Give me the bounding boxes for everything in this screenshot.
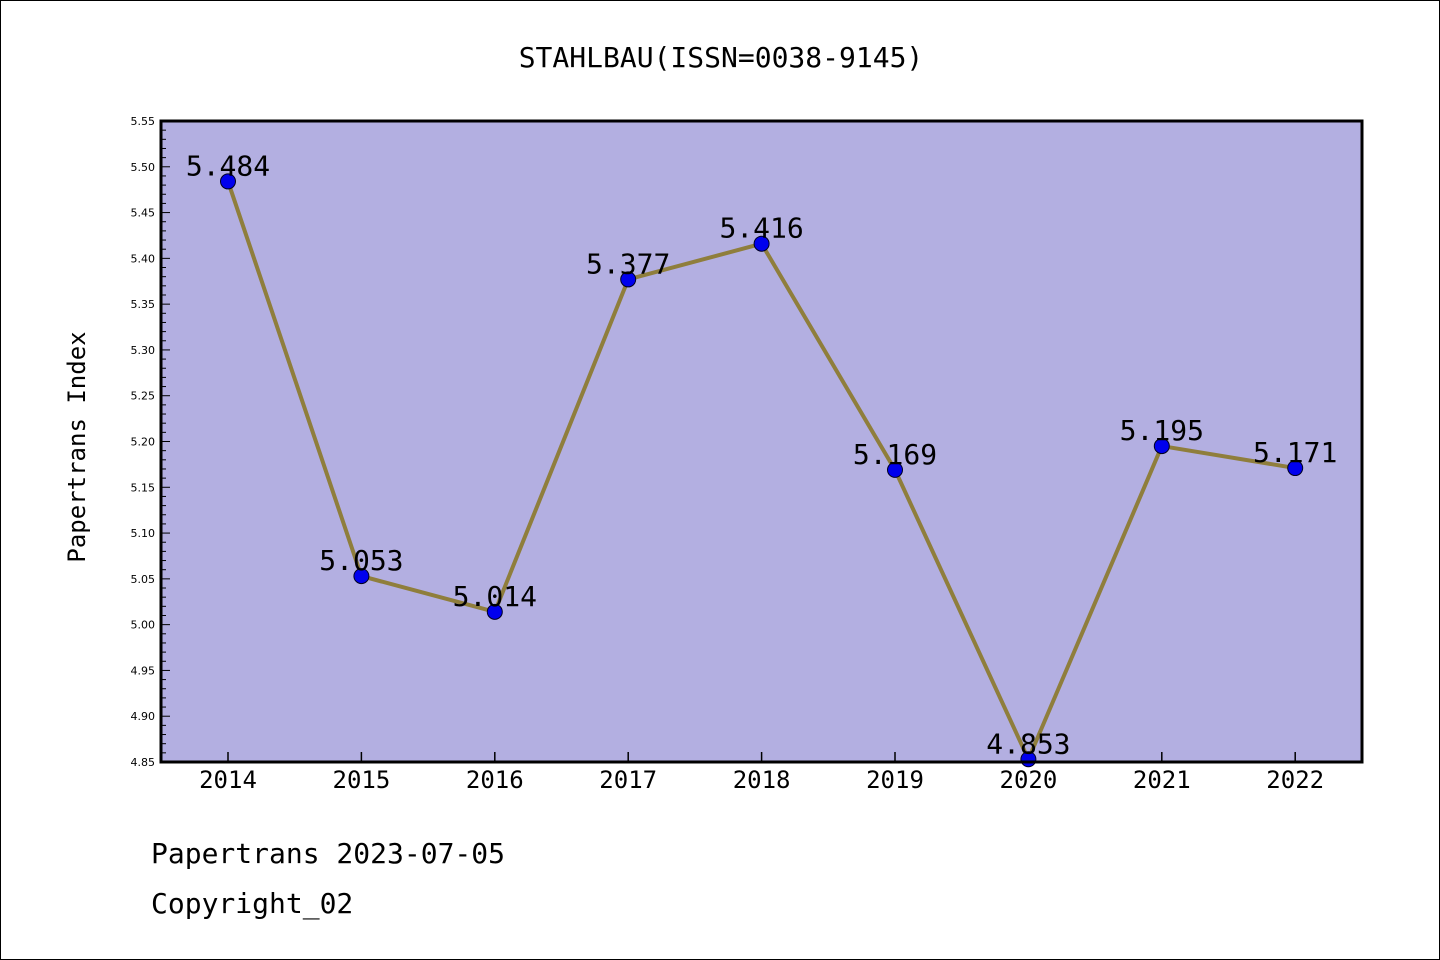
x-tick-label: 2017 xyxy=(599,766,657,794)
data-label: 5.169 xyxy=(853,438,937,471)
data-point-marker xyxy=(753,235,770,252)
data-point-marker xyxy=(486,603,503,620)
plot-border xyxy=(159,119,1364,764)
data-label: 5.053 xyxy=(319,544,403,577)
data-label: 5.416 xyxy=(719,212,803,245)
footer-copyright: Copyright_02 xyxy=(151,887,354,920)
y-tick-label: 5.55 xyxy=(131,115,156,128)
data-point-marker xyxy=(1153,438,1170,455)
x-axis-ticks xyxy=(227,752,1296,762)
x-tick-label: 2022 xyxy=(1266,766,1324,794)
data-point-marker xyxy=(620,271,637,288)
x-tick-label: 2014 xyxy=(199,766,257,794)
y-tick-label: 5.45 xyxy=(131,207,156,220)
x-tick-label: 2019 xyxy=(866,766,924,794)
x-tick-label: 2021 xyxy=(1133,766,1191,794)
data-point-marker xyxy=(220,173,236,190)
y-tick-label: 5.25 xyxy=(131,390,156,403)
x-tick-label: 2016 xyxy=(466,766,524,794)
chart-title: STAHLBAU(ISSN=0038-9145) xyxy=(519,41,924,74)
y-tick-label: 5.50 xyxy=(131,161,156,174)
y-tick-label: 5.40 xyxy=(131,252,156,265)
footer-date-line: Papertrans 2023-07-05 xyxy=(151,837,506,870)
x-axis-tick-labels: 2014 2015 2016 2017 2018 2019 2020 2021 2022 xyxy=(199,766,1324,794)
y-axis-tick-labels: 4.85 4.90 4.95 5.00 5.05 5.10 5.15 5.20 5.25 5.30… xyxy=(131,115,156,769)
data-label: 5.014 xyxy=(453,580,537,613)
x-tick-label: 2018 xyxy=(733,766,791,794)
data-label: 4.853 xyxy=(986,727,1070,760)
data-label: 5.377 xyxy=(586,247,670,280)
y-tick-label: 5.35 xyxy=(131,298,156,311)
data-point-marker xyxy=(353,568,370,585)
y-tick-label: 5.15 xyxy=(131,481,156,494)
y-tick-label: 4.95 xyxy=(131,664,156,677)
data-label: 5.171 xyxy=(1253,436,1337,469)
y-tick-label: 5.10 xyxy=(131,527,156,540)
y-axis-label: Papertrans Index xyxy=(63,331,91,562)
x-tick-label: 2020 xyxy=(1000,766,1058,794)
y-tick-label: 4.85 xyxy=(131,756,156,769)
data-labels: 5.484 5.053 5.014 5.377 5.416 5.169 4.853 5.195… xyxy=(186,149,1337,760)
y-tick-label: 5.20 xyxy=(131,436,156,449)
y-tick-label: 4.90 xyxy=(131,710,156,723)
data-point-marker xyxy=(887,461,903,478)
y-tick-label: 5.05 xyxy=(131,573,156,586)
x-tick-label: 2015 xyxy=(333,766,391,794)
y-tick-label: 5.00 xyxy=(131,619,156,632)
data-point-marker xyxy=(1287,460,1304,477)
y-tick-label: 5.30 xyxy=(131,344,156,357)
data-label: 5.484 xyxy=(186,149,270,182)
data-label: 5.195 xyxy=(1120,414,1204,447)
